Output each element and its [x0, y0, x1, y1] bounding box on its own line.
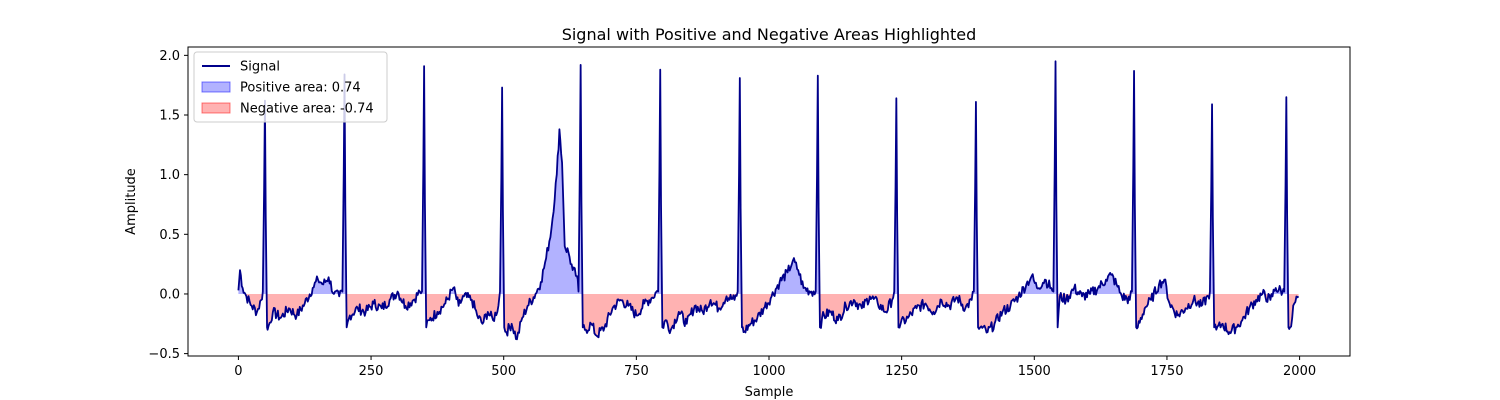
legend-entry-label: Negative area: -0.74 — [240, 102, 374, 117]
y-axis: −0.5 0.0 0.5 1.0 1.5 2.0 — [148, 49, 188, 362]
y-axis-label: Amplitude — [124, 168, 139, 235]
plot-area — [237, 60, 1300, 341]
x-tick-label: 750 — [624, 364, 649, 379]
signal-line — [237, 60, 1300, 341]
x-tick-label: 250 — [359, 364, 384, 379]
y-tick-label: 1.0 — [159, 168, 180, 183]
x-tick-label: 1250 — [885, 364, 918, 379]
legend-box — [193, 51, 388, 123]
y-tick-label: 2.0 — [159, 49, 180, 64]
x-tick-label: 0 — [234, 364, 242, 379]
positive-area-fill — [238, 61, 1299, 294]
x-tick-label: 500 — [491, 364, 516, 379]
legend-entry-label: Positive area: 0.74 — [240, 81, 361, 96]
x-tick-label: 1500 — [1018, 364, 1051, 379]
x-axis-label: Sample — [745, 385, 794, 400]
x-tick-label: 1000 — [752, 364, 785, 379]
y-tick-label: 0.0 — [159, 287, 180, 302]
y-tick-label: 0.5 — [159, 228, 180, 243]
y-tick-label: 1.5 — [159, 109, 180, 124]
x-tick-label: 1750 — [1150, 364, 1183, 379]
legend-area-swatch — [201, 81, 231, 93]
chart-title: Signal with Positive and Negative Areas … — [562, 25, 977, 44]
negative-area-fill — [238, 293, 1299, 340]
legend: Signal Positive area: 0.74 Negative area: … — [193, 51, 388, 123]
x-tick-label: 2000 — [1283, 364, 1316, 379]
y-tick-label: −0.5 — [148, 347, 180, 362]
legend-area-swatch — [201, 102, 231, 114]
x-axis: 0 250 500 750 1000 1250 1500 1750 2000 — [234, 356, 1316, 379]
legend-entry-label: Signal — [240, 60, 280, 75]
